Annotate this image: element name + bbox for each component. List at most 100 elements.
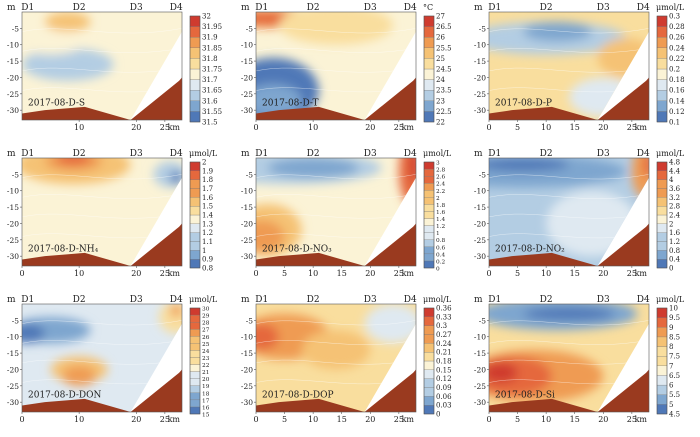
x-tick-label: 15 — [570, 415, 580, 424]
colorbar-segment — [656, 223, 668, 233]
depth-tick-label: -30 — [474, 106, 486, 115]
depth-tick-label: -30 — [241, 252, 253, 261]
colorbar-segment — [189, 179, 201, 189]
colorbar-segment — [189, 364, 201, 372]
colorbar-segment — [189, 350, 201, 358]
colorbar-segment — [423, 111, 435, 123]
contour-region — [170, 171, 182, 185]
x-unit-label: km — [635, 269, 648, 278]
colorbar-frame — [656, 307, 668, 415]
unit-label: μmol/L — [423, 295, 452, 304]
station-label: D3 — [597, 149, 610, 159]
colorbar-label: 0.18 — [669, 76, 685, 84]
station-label: D3 — [364, 149, 377, 159]
colorbar-segment — [423, 239, 435, 247]
colorbar-label: 1.4 — [202, 212, 214, 220]
colorbar-label: 5 — [669, 401, 673, 409]
x-unit-label: km — [402, 415, 415, 424]
station-label: D2 — [73, 3, 86, 13]
contour-line — [22, 320, 182, 326]
colorbar-label: 19 — [202, 384, 210, 390]
colorbar-label: 3.6 — [669, 185, 681, 193]
contour-region — [489, 158, 627, 188]
depth-tick-label: -20 — [241, 219, 253, 228]
colorbar-label: 0.28 — [669, 23, 685, 31]
colorbar-frame — [189, 161, 201, 269]
station-label: D1 — [255, 3, 268, 13]
depth-tick-label: -10 — [474, 187, 486, 196]
colorbar-label: 30 — [202, 307, 210, 313]
station-label: D4 — [404, 3, 417, 13]
x-tick-label: 15 — [570, 123, 580, 132]
colorbar-label: 25 — [436, 55, 445, 63]
section-panel: D1 D2 D3 D4 m -5 -10 -15 -20 -25 -30 0 5 10 15 20 25 km 20… — [467, 146, 700, 291]
colorbar-segment — [189, 100, 201, 112]
colorbar-segment — [423, 334, 435, 344]
colorbar-label: 6 — [669, 382, 674, 390]
section-svg: D1 D2 D3 D4m-5-10-15-20-25-300 5 10 15 20 25km20… — [474, 149, 685, 278]
x-tick-label: 10 — [308, 269, 318, 278]
seafloor — [22, 369, 182, 412]
seafloor — [256, 369, 416, 412]
colorbar-label: 1.7 — [202, 185, 213, 193]
station-label: D4 — [637, 149, 650, 159]
colorbar-label: 31.6 — [202, 97, 218, 105]
colorbar-label: 0.2 — [436, 259, 446, 265]
contour-line — [22, 339, 182, 345]
colorbar-label: 0.15 — [436, 366, 452, 374]
colorbar-segment — [656, 404, 668, 415]
contour-region — [410, 158, 416, 181]
colorbar-label: 0.14 — [669, 97, 685, 105]
colorbar-label: 26.5 — [436, 23, 452, 31]
colorbar-label: 0.2 — [669, 66, 680, 74]
station-label: D2 — [307, 295, 320, 305]
colorbar-segment — [656, 206, 668, 216]
colorbar-label: 1.6 — [436, 210, 446, 216]
x-unit-label: km — [635, 415, 648, 424]
colorbar-label: 3 — [436, 161, 440, 167]
depth-tick-label: -15 — [7, 203, 19, 212]
colorbar-label: 1.8 — [202, 176, 213, 184]
colorbar-segment — [189, 223, 201, 233]
station-label: D2 — [540, 295, 553, 305]
colorbar-label: 5.5 — [669, 391, 680, 399]
x-tick-label: 10 — [541, 269, 551, 278]
colorbar-label: 31.55 — [202, 108, 222, 116]
section-svg: D1 D2 D3 D4m-5-10-15-20-25-300 5 10 15 20 25km20… — [474, 3, 685, 132]
colorbar-segment — [656, 307, 668, 318]
colorbar-label: 8.5 — [669, 333, 680, 341]
colorbar-label: 10 — [669, 305, 678, 313]
contour-region — [170, 304, 182, 318]
unit-label: μmol/L — [423, 149, 452, 158]
colorbar-label: 2 — [202, 159, 206, 167]
colorbar-label: 1.6 — [202, 194, 214, 202]
colorbar-segment — [423, 316, 435, 326]
colorbar-label: 0.3 — [669, 13, 680, 21]
depth-tick-label: -10 — [7, 333, 19, 342]
colorbar-segment — [423, 378, 435, 388]
colorbar-segment — [423, 225, 435, 233]
depth-tick-label: -15 — [241, 203, 253, 212]
x-tick-label: 20 — [131, 415, 141, 424]
depth-tick-label: -25 — [7, 236, 19, 245]
colorbar-label: 0.26 — [669, 34, 685, 42]
x-tick-label: 0 — [19, 415, 24, 424]
colorbar-segment — [423, 168, 435, 177]
contour-region — [44, 12, 91, 32]
contour-field — [256, 158, 416, 266]
panel-label: 2017-08-D-T — [262, 98, 319, 108]
contour-region — [22, 48, 114, 81]
station-label: D3 — [597, 295, 610, 305]
colorbar-segment — [423, 307, 435, 317]
x-tick-label: 25 — [394, 269, 404, 278]
colorbar-label: 0.36 — [436, 305, 452, 313]
x-unit-label: km — [402, 269, 415, 278]
colorbar-segment — [423, 360, 435, 370]
contour-region — [597, 38, 649, 78]
section-svg: D1 D2 D3 D4m-5-10-15-20-25-300 10 20 25km2017-… — [241, 3, 452, 132]
x-tick-label: 5 — [515, 269, 520, 278]
depth-tick-label: -25 — [7, 382, 19, 391]
colorbar-segment — [189, 371, 201, 379]
colorbar-segment — [189, 79, 201, 91]
colorbar-label: 0 — [436, 267, 440, 273]
